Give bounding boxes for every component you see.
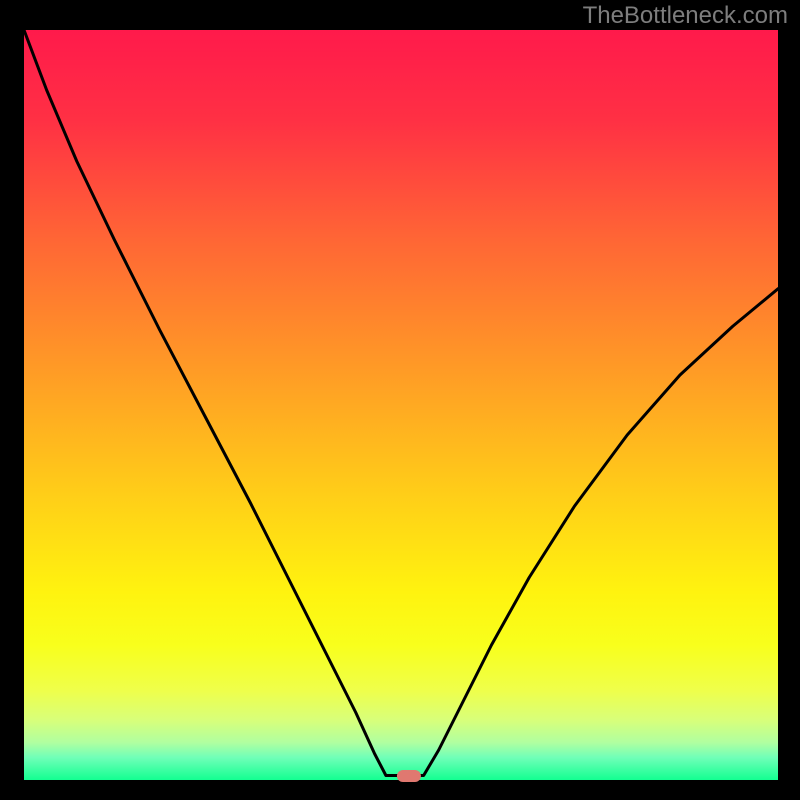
optimum-marker — [396, 770, 420, 782]
curve-path — [24, 30, 778, 776]
bottleneck-curve — [24, 30, 778, 780]
plot-area — [24, 30, 778, 780]
watermark-text: TheBottleneck.com — [583, 2, 788, 30]
chart-stage: TheBottleneck.com — [0, 0, 800, 800]
